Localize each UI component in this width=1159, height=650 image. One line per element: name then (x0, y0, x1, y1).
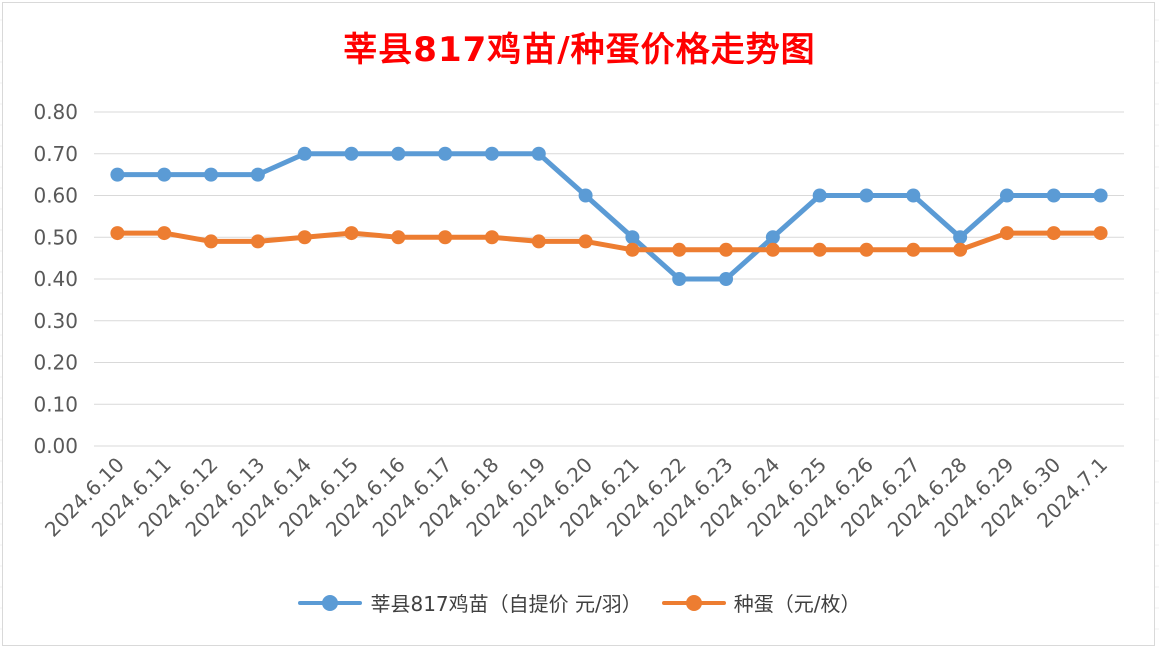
data-point-0 (110, 167, 125, 182)
data-point-0 (672, 272, 687, 286)
data-point-1 (391, 230, 406, 245)
data-point-1 (250, 234, 265, 249)
data-point-0 (719, 272, 734, 286)
data-point-1 (531, 234, 546, 249)
data-point-0 (953, 230, 968, 245)
data-point-0 (812, 188, 827, 203)
data-point-1 (344, 226, 359, 241)
data-point-0 (250, 167, 265, 182)
data-point-0 (625, 230, 640, 245)
data-point-1 (672, 242, 687, 257)
data-point-1 (953, 242, 968, 257)
series-line-1 (114, 230, 1104, 253)
data-point-1 (438, 230, 453, 245)
data-point-1 (110, 226, 125, 241)
data-point-1 (812, 242, 827, 257)
data-point-0 (906, 188, 921, 203)
data-point-0 (484, 146, 499, 161)
data-point-1 (204, 234, 219, 249)
data-point-0 (297, 146, 312, 161)
y-tick-label: 0.40 (33, 267, 78, 291)
data-point-0 (157, 167, 172, 182)
data-point-0 (1093, 188, 1108, 203)
data-point-1 (625, 242, 640, 257)
data-point-1 (859, 242, 874, 257)
y-tick-label: 0.70 (33, 142, 78, 166)
data-point-1 (999, 226, 1014, 241)
y-tick-label: 0.10 (33, 392, 78, 416)
data-point-0 (391, 146, 406, 161)
data-point-1 (1093, 226, 1108, 241)
legend[interactable]: 莘县817鸡苗（自提价 元/羽） 种蛋（元/枚） (0, 588, 1159, 617)
data-point-0 (344, 146, 359, 161)
data-point-0 (578, 188, 593, 203)
data-point-1 (297, 230, 312, 245)
legend-item-chick[interactable]: 莘县817鸡苗（自提价 元/羽） (298, 588, 642, 617)
data-point-0 (859, 188, 874, 203)
y-tick-label: 0.50 (33, 225, 78, 249)
data-point-0 (204, 167, 219, 182)
y-tick-label: 0.20 (33, 351, 78, 375)
chart-title: 莘县817鸡苗/种蛋价格走势图 (343, 30, 816, 70)
data-point-1 (1046, 226, 1061, 241)
data-point-1 (765, 242, 780, 257)
data-point-1 (906, 242, 921, 257)
data-point-1 (578, 234, 593, 249)
legend-label-egg: 种蛋（元/枚） (733, 592, 861, 616)
data-point-0 (999, 188, 1014, 203)
data-point-0 (531, 146, 546, 161)
data-point-1 (484, 230, 499, 245)
y-tick-label: 0.80 (33, 100, 78, 124)
data-point-1 (719, 242, 734, 257)
data-point-0 (1046, 188, 1061, 203)
y-tick-label: 0.60 (33, 184, 78, 208)
y-tick-label: 0.30 (33, 309, 78, 333)
legend-swatch-chick (298, 594, 363, 611)
data-point-0 (765, 230, 780, 245)
legend-swatch-egg (661, 594, 726, 611)
y-tick-label: 0.00 (33, 434, 78, 458)
legend-label-chick: 莘县817鸡苗（自提价 元/羽） (370, 592, 642, 616)
data-point-0 (438, 146, 453, 161)
series-line-0 (114, 151, 1104, 282)
data-point-1 (157, 226, 172, 241)
legend-item-egg[interactable]: 种蛋（元/枚） (661, 588, 861, 617)
